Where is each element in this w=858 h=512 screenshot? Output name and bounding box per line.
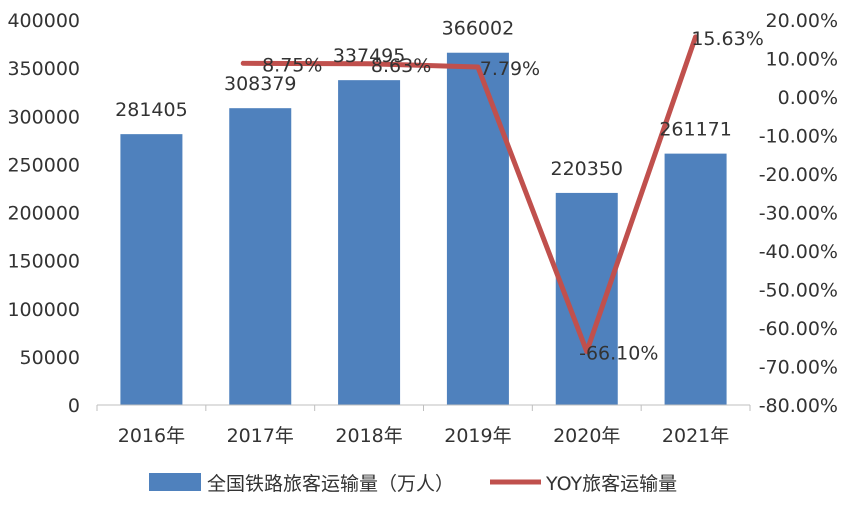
line-data-label: 8.75% [262,54,322,76]
y-right-tick-label: -60.00% [759,318,838,340]
x-tick-label: 2019年 [444,425,511,447]
y-right-tick-label: -80.00% [759,395,838,417]
legend-line-label: YOY旅客运输量 [545,473,677,495]
x-tick-label: 2018年 [335,425,402,447]
axes-layer: 2016年 2017年 2018年 2019年 2020年 2021年 0 50000 1000… [7,10,838,447]
x-tick-label: 2016年 [118,425,185,447]
bar-data-label: 366002 [442,18,515,40]
y-left-tick-label: 350000 [7,58,80,80]
x-tick-label: 2021年 [662,425,729,447]
y-left-tick-label: 50000 [20,347,80,369]
bar-data-label: 261171 [659,119,732,141]
y-right-tick-label: 10.00% [766,49,838,71]
bar [446,52,509,405]
y-right-tick-label: 0.00% [778,87,838,109]
line-layer [240,34,699,354]
labels-layer: 281405 308379 337495 366002 220350 261171 8.75… [115,18,764,365]
y-right-tick-label: -50.00% [759,280,838,302]
bar-data-label: 308379 [224,73,297,95]
line-data-label: -66.10% [579,342,658,364]
line-data-label: 8.63% [371,55,431,77]
y-left-tick-label: 100000 [7,299,80,321]
bar [120,134,183,405]
bar [338,80,401,405]
yoy-line [240,34,699,354]
legend-bar-swatch [149,473,201,491]
legend: 全国铁路旅客运输量（万人） YOY旅客运输量 [149,473,677,495]
y-left-tick-label: 0 [68,395,80,417]
y-left-tick-label: 150000 [7,251,80,273]
x-tick-label: 2020年 [553,425,620,447]
bar [229,108,292,405]
y-left-tick-label: 400000 [7,10,80,32]
y-left-tick-label: 300000 [7,106,80,128]
bar [664,153,727,405]
x-tick-label: 2017年 [227,425,294,447]
bar-data-label: 337495 [333,45,406,67]
y-right-tick-label: -10.00% [759,126,838,148]
y-right-tick-label: 20.00% [766,10,838,32]
bar-data-label: 281405 [115,99,188,121]
y-right-tick-label: -70.00% [759,357,838,379]
y-right-tick-label: -40.00% [759,241,838,263]
y-right-tick-label: -20.00% [759,164,838,186]
y-right-tick-label: -30.00% [759,203,838,225]
legend-bar-label: 全国铁路旅客运输量（万人） [207,473,454,495]
line-data-label: 7.79% [480,58,540,80]
y-left-tick-label: 200000 [7,203,80,225]
line-data-label: 15.63% [691,28,763,50]
bar-data-label: 220350 [550,158,623,180]
y-left-tick-label: 250000 [7,154,80,176]
